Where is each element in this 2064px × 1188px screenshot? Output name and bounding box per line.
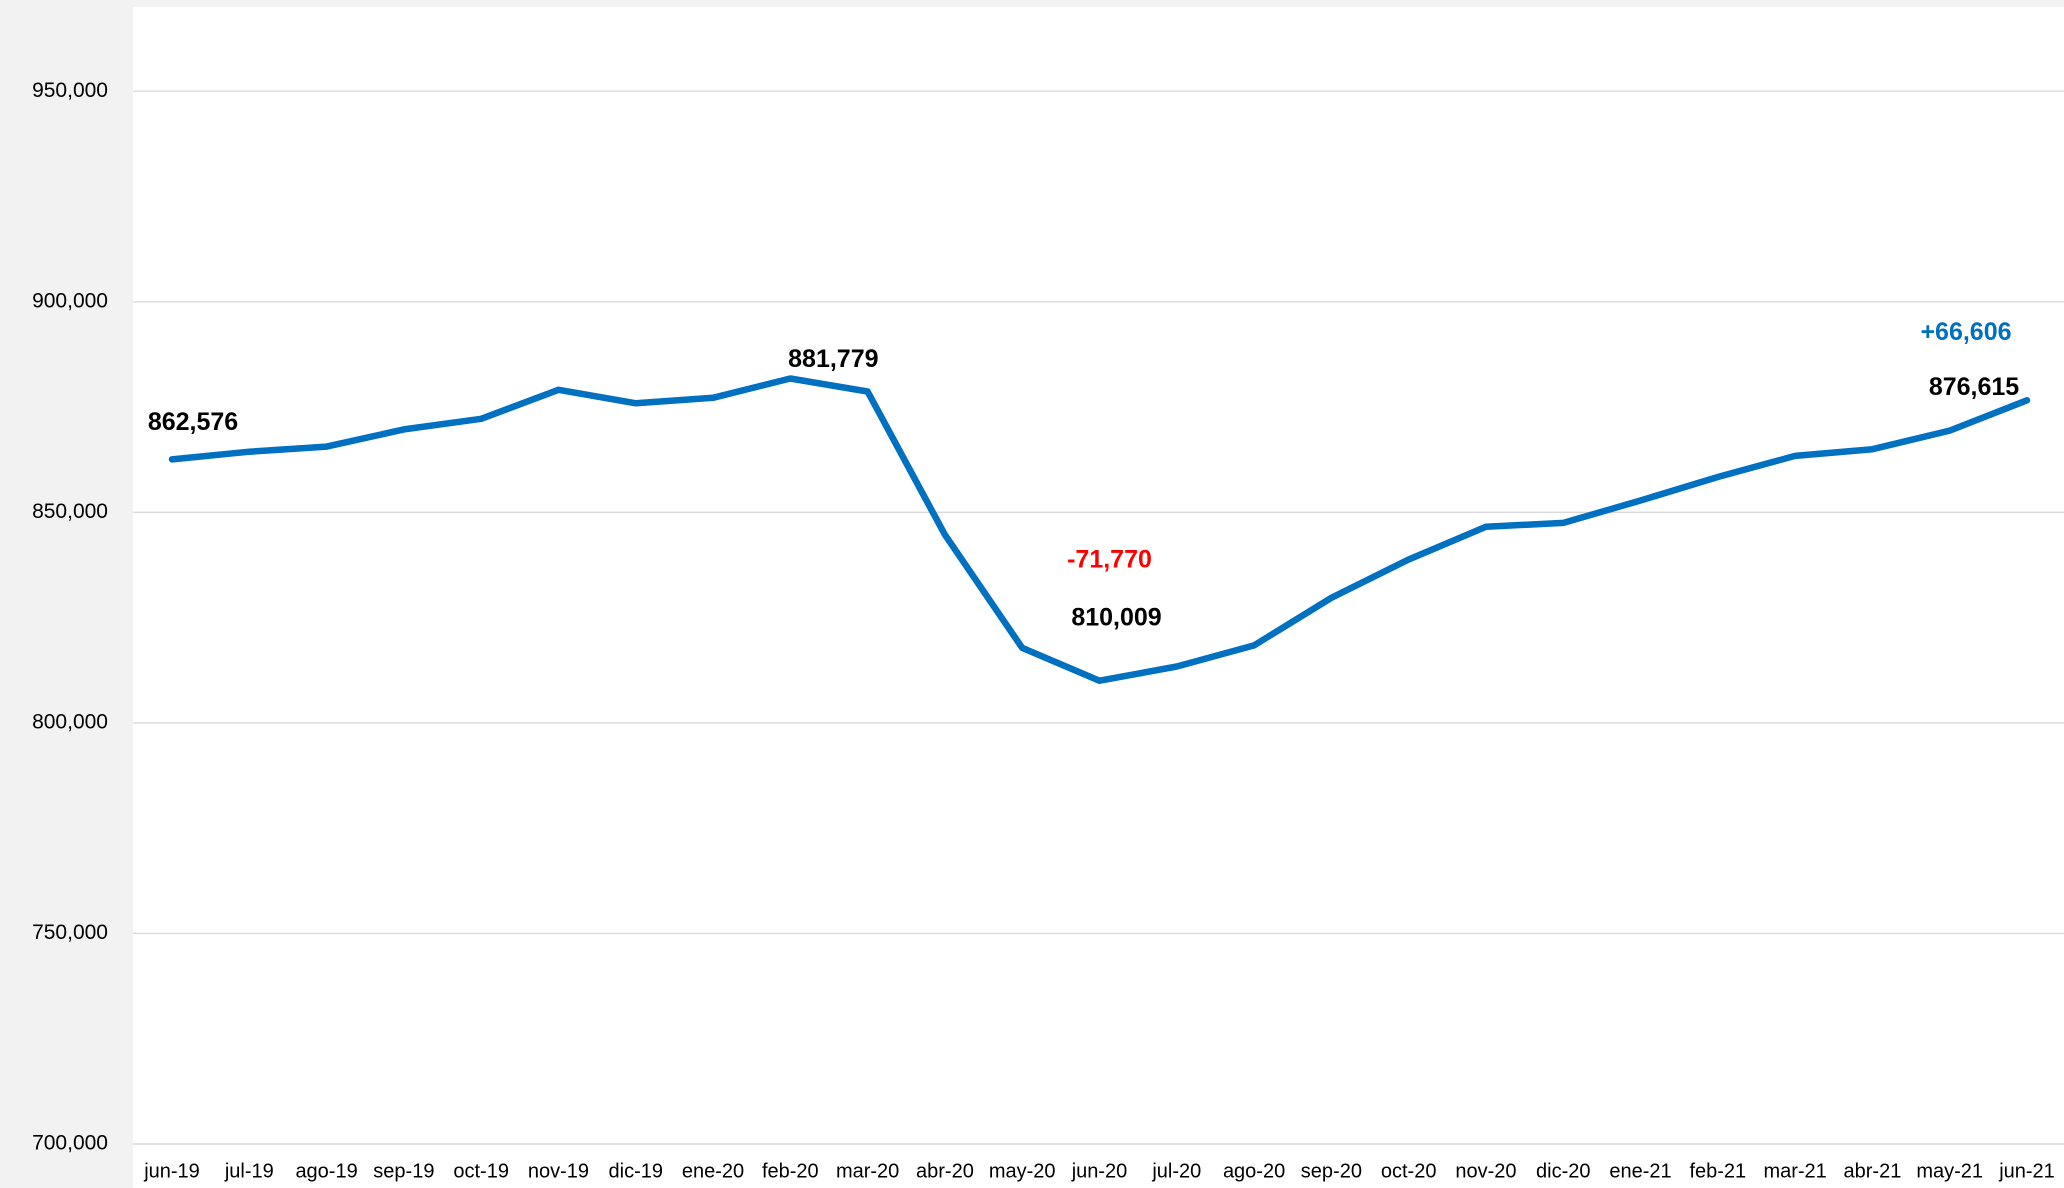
data-point	[2024, 397, 2030, 404]
data-point	[1328, 594, 1335, 601]
x-tick-label: nov-20	[1455, 1160, 1516, 1182]
data-point	[1869, 446, 1876, 453]
data-points	[169, 375, 2030, 684]
y-tick-label: 950,000	[32, 79, 108, 102]
x-axis-tick-labels: jun-19 jul-19 ago-19 sep-19 oct-19 nov-19 dic-…	[143, 1160, 2055, 1182]
x-tick-label: jun-21	[1998, 1160, 2055, 1182]
data-point	[1019, 644, 1026, 651]
x-tick-label: oct-20	[1381, 1160, 1437, 1182]
x-tick-label: may-21	[1916, 1160, 1983, 1182]
data-point	[1482, 523, 1489, 530]
x-tick-label: ene-20	[682, 1160, 744, 1182]
x-tick-label: mar-20	[836, 1160, 899, 1182]
y-tick-label: 750,000	[32, 921, 108, 944]
data-point	[1251, 642, 1258, 649]
x-tick-label: feb-20	[762, 1160, 819, 1182]
x-tick-label: ago-19	[295, 1160, 357, 1182]
y-tick-label: 900,000	[32, 289, 108, 312]
data-label: 862,576	[148, 408, 238, 436]
x-tick-label: dic-19	[609, 1160, 663, 1182]
x-tick-label: ene-21	[1609, 1160, 1671, 1182]
data-point	[1405, 556, 1412, 563]
x-tick-label: sep-19	[373, 1160, 434, 1182]
x-tick-label: ago-20	[1223, 1160, 1285, 1182]
data-label: 881,779	[788, 345, 878, 373]
x-tick-label: abr-20	[916, 1160, 974, 1182]
data-point	[169, 456, 175, 463]
data-point	[1637, 497, 1644, 504]
x-tick-label: dic-20	[1536, 1160, 1590, 1182]
x-tick-label: sep-20	[1301, 1160, 1362, 1182]
x-tick-label: jun-20	[1071, 1160, 1128, 1182]
data-point	[246, 448, 253, 455]
y-tick-label: 800,000	[32, 710, 108, 733]
y-tick-label: 850,000	[32, 500, 108, 523]
data-point	[1714, 473, 1721, 480]
data-point	[632, 400, 639, 407]
data-point	[864, 388, 871, 395]
data-point	[1946, 427, 1953, 434]
data-point	[1173, 663, 1180, 670]
data-label: -71,770	[1067, 545, 1152, 573]
x-tick-label: feb-21	[1689, 1160, 1746, 1182]
x-tick-label: may-20	[989, 1160, 1056, 1182]
data-annotations: 862,576 881,779 -71,770 810,009 +66,606 876,6…	[148, 318, 2019, 631]
x-tick-label: oct-19	[453, 1160, 509, 1182]
data-point	[400, 426, 407, 433]
y-tick-label: 700,000	[32, 1132, 108, 1155]
data-label: +66,606	[1920, 318, 2011, 346]
data-point	[710, 394, 717, 401]
data-point	[555, 386, 562, 393]
data-label: 876,615	[1929, 373, 2019, 401]
data-point	[941, 531, 948, 538]
data-point	[323, 443, 330, 450]
y-axis-tick-labels: 700,000 750,000 800,000 850,000 900,000 950,0…	[32, 79, 108, 1155]
x-tick-label: abr-21	[1844, 1160, 1902, 1182]
x-tick-label: jun-19	[143, 1160, 200, 1182]
x-tick-label: jul-20	[1151, 1160, 1201, 1182]
gridlines	[133, 90, 2064, 1145]
data-point	[787, 375, 794, 382]
data-point	[478, 415, 485, 422]
data-label: 810,009	[1071, 603, 1161, 631]
x-tick-label: jul-19	[224, 1160, 274, 1182]
x-tick-label: mar-21	[1763, 1160, 1826, 1182]
data-point	[1792, 452, 1799, 459]
x-tick-label: nov-19	[528, 1160, 589, 1182]
plot-area	[133, 7, 2064, 1188]
data-point	[1560, 519, 1567, 526]
data-point	[1096, 677, 1103, 684]
